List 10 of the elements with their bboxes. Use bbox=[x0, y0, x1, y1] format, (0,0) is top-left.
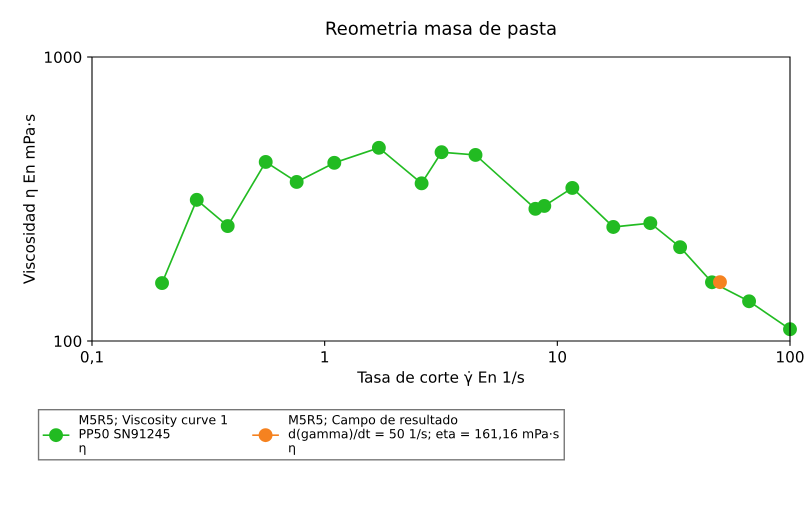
x-tick-label: 10 bbox=[549, 350, 566, 363]
legend-label: M5R5; Campo de resultado d(gamma)/dt = 50 1/s; eta = 161,16 mPa·s η bbox=[288, 414, 559, 455]
y-tick-label: 1000 bbox=[45, 51, 82, 64]
chart-title: Reometria masa de pasta bbox=[326, 21, 556, 39]
x-axis-title: Tasa de corte γ̇ En 1/s bbox=[357, 371, 524, 386]
y-axis-title: Viscosidad η En mPa·s bbox=[23, 114, 38, 284]
legend-label: M5R5; Viscosity curve 1 PP50 SN91245 η bbox=[80, 414, 227, 455]
x-tick-label: 1 bbox=[321, 351, 328, 362]
x-tick-label: 0,1 bbox=[80, 350, 103, 364]
x-tick-label: 100 bbox=[777, 350, 804, 363]
